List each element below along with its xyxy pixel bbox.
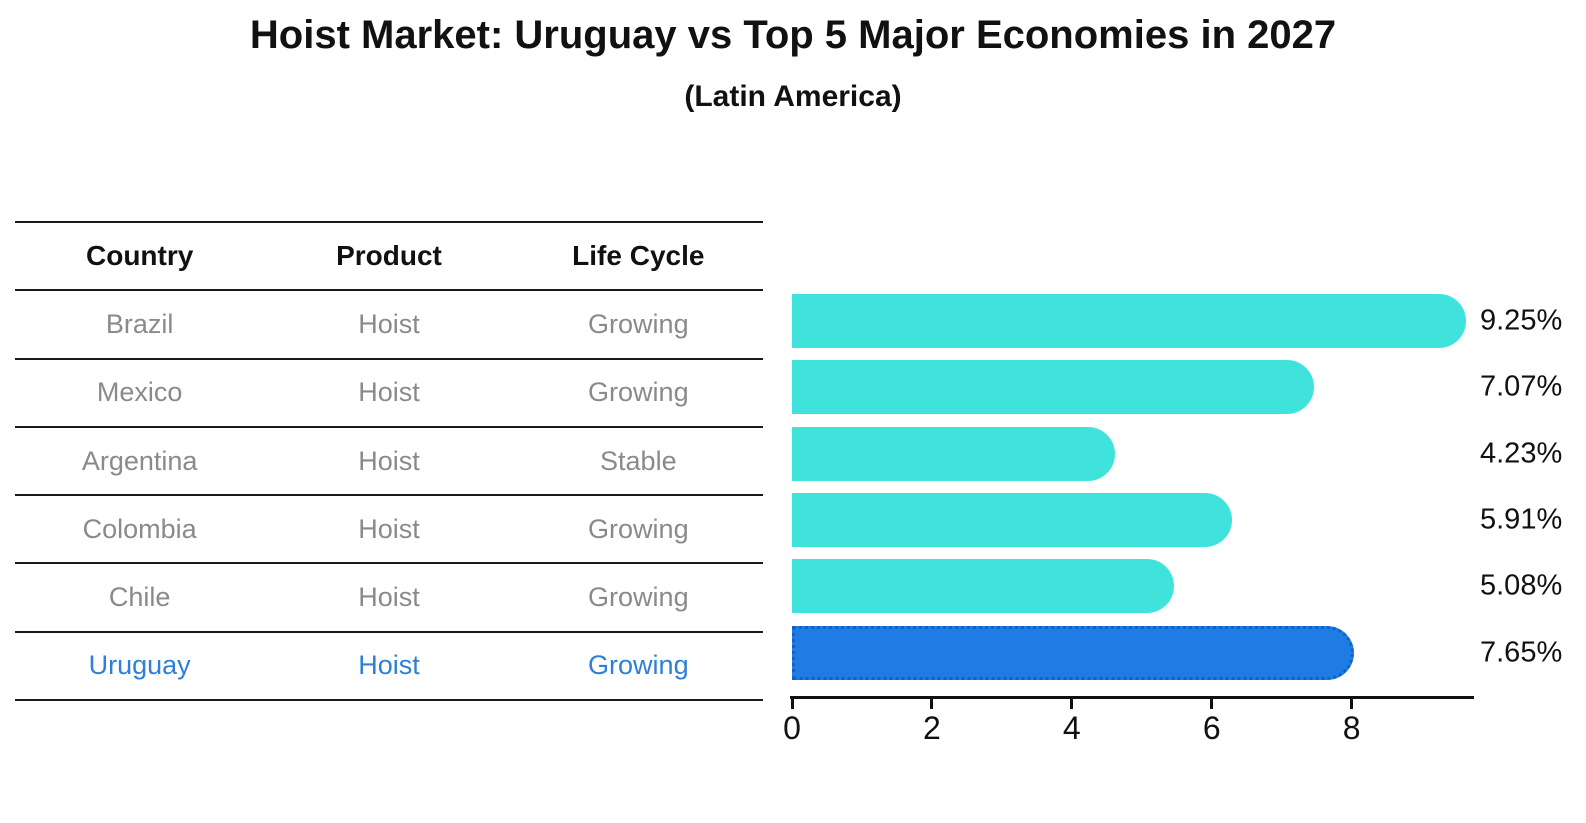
column-header-life-cycle: Life Cycle: [572, 240, 705, 272]
bar-chile: [792, 559, 1175, 614]
cell-country: Argentina: [81, 445, 198, 476]
table-row-mexico: Mexico Hoist Growing: [15, 357, 763, 426]
tick-label: 4: [1062, 710, 1081, 746]
cell-country: Uruguay: [88, 650, 191, 681]
bar-colombia: [792, 493, 1233, 548]
cell-product: Hoist: [358, 445, 420, 476]
cell-country: Brazil: [105, 308, 174, 339]
tick-mark: [1350, 699, 1354, 709]
bar-row-chile: 5.08%: [792, 553, 1562, 619]
x-axis: 0 2 4 6 8: [783, 696, 1474, 756]
table-row-brazil: Brazil Hoist Growing: [15, 289, 763, 357]
table-row-chile: Chile Hoist Growing: [15, 562, 763, 630]
cell-life-cycle: Stable: [600, 445, 677, 476]
cell-life-cycle: Growing: [588, 513, 689, 544]
cell-product: Hoist: [358, 582, 420, 613]
cell-life-cycle: Growing: [588, 582, 689, 613]
table-row-colombia: Colombia Hoist Growing: [15, 494, 763, 562]
table-row-argentina: Argentina Hoist Stable: [15, 425, 763, 494]
bar-mexico: [792, 360, 1314, 415]
cell-product: Hoist: [358, 377, 420, 408]
tick-mark: [1210, 699, 1214, 709]
tick-label: 6: [1202, 710, 1221, 746]
value-label-mexico: 7.07%: [1480, 370, 1563, 403]
tick-mark: [1070, 699, 1074, 709]
cell-life-cycle: Growing: [588, 377, 689, 408]
bar-argentina: [792, 426, 1115, 481]
cell-product: Hoist: [358, 513, 420, 544]
tick-mark: [930, 699, 934, 709]
value-label-chile: 5.08%: [1480, 569, 1563, 602]
cell-country: Chile: [108, 582, 171, 613]
x-axis-line: [790, 696, 1474, 699]
tick-label: 0: [783, 710, 801, 746]
table-row-uruguay: Uruguay Hoist Growing: [15, 630, 763, 699]
cell-product: Hoist: [358, 308, 420, 339]
column-header-country: Country: [86, 240, 194, 272]
bar-row-uruguay: 7.65%: [792, 619, 1562, 685]
bar-row-brazil: 9.25%: [792, 288, 1562, 354]
table-header-row: Country Product Life Cycle: [15, 221, 763, 289]
value-label-brazil: 9.25%: [1480, 304, 1563, 337]
cell-life-cycle: Growing: [588, 650, 689, 681]
cell-product: Hoist: [358, 650, 420, 681]
bar-row-colombia: 5.91%: [792, 487, 1562, 553]
bar-row-argentina: 4.23%: [792, 421, 1562, 487]
chart-title: Hoist Market: Uruguay vs Top 5 Major Eco…: [249, 13, 1337, 57]
cell-country: Colombia: [82, 513, 197, 544]
bar-row-mexico: 7.07%: [792, 354, 1562, 420]
chart-subtitle: (Latin America): [684, 80, 902, 113]
bar-uruguay-highlighted: [792, 625, 1355, 680]
column-header-product: Product: [336, 240, 442, 272]
cell-country: Mexico: [96, 377, 183, 408]
value-label-argentina: 4.23%: [1480, 437, 1563, 470]
tick-mark: [790, 699, 794, 709]
bar-brazil: [792, 294, 1467, 349]
country-table: Country Product Life Cycle Brazil Hoist …: [15, 221, 763, 702]
cell-life-cycle: Growing: [588, 308, 689, 339]
value-label-uruguay: 7.65%: [1480, 636, 1563, 669]
tick-label: 8: [1342, 710, 1361, 746]
tick-label: 2: [923, 710, 941, 746]
value-label-colombia: 5.91%: [1480, 503, 1563, 536]
bar-chart: 9.25% 7.07% 4.23% 5.91% 5.08% 7.65%: [792, 288, 1562, 686]
